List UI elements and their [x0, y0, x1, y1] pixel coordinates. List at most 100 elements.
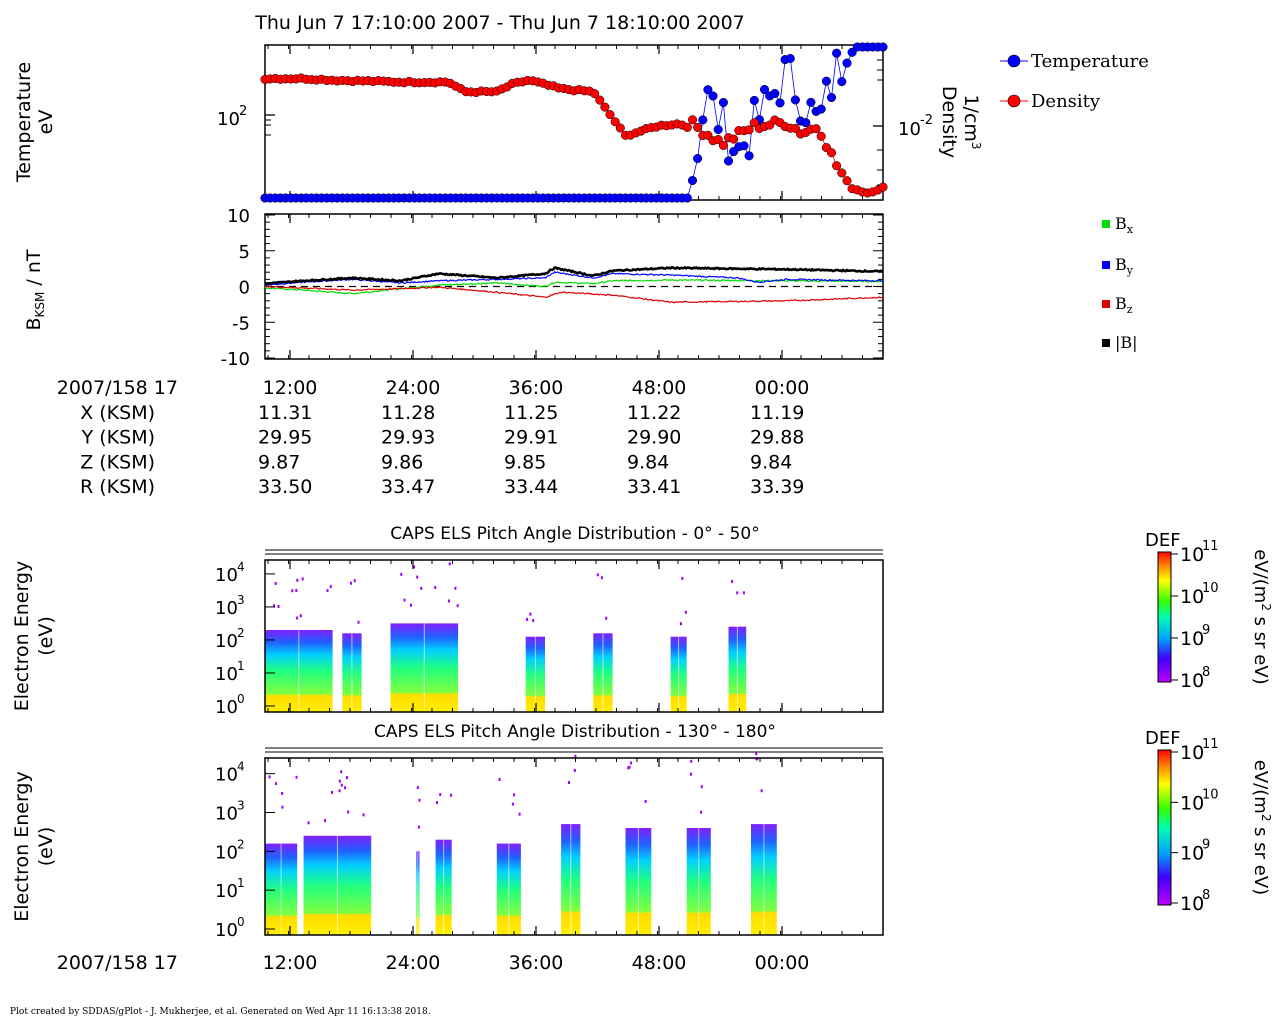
- spectrogram-speckle: [456, 604, 459, 608]
- spectrogram-title: CAPS ELS Pitch Angle Distribution - 130°…: [374, 722, 776, 742]
- density-unit-base: 1/cm: [960, 94, 982, 141]
- spectrogram-speckle: [274, 782, 277, 786]
- spectrogram-speckle: [435, 801, 438, 805]
- data-point-temperature: [703, 85, 713, 95]
- spectrogram-speckle: [447, 599, 450, 603]
- data-point-density: [590, 89, 600, 99]
- magnetic-field-axis-unit: / nT: [23, 249, 45, 292]
- ephemeris-value: 29.91: [504, 427, 558, 449]
- spectrogram-speckle: [418, 798, 421, 802]
- energy-tick-base: 10: [215, 920, 238, 941]
- colorbar-label: DEF: [1145, 728, 1181, 749]
- ephemeris-value: 11.19: [750, 402, 804, 424]
- spectrogram-speckle: [627, 766, 630, 770]
- ephemeris-row-label: Z (KSM): [80, 451, 155, 473]
- spectrogram-speckle: [413, 565, 416, 569]
- colorbar-tick-base: 10: [1180, 843, 1204, 865]
- ephemeris-value: 33.44: [504, 476, 558, 498]
- spectrogram-speckle: [416, 575, 419, 579]
- data-point-density: [816, 131, 826, 141]
- density-axis-label: Density: [938, 86, 960, 158]
- data-point-temperature: [759, 84, 770, 95]
- data-point-temperature: [682, 193, 692, 203]
- data-point-density: [687, 115, 698, 125]
- colorbar-tick-base: 10: [1180, 893, 1204, 915]
- data-point-temperature: [775, 98, 785, 108]
- spectrogram-speckle: [296, 616, 299, 620]
- legend-temperature-label: Temperature: [1031, 51, 1149, 72]
- spectrogram-speckle: [324, 819, 326, 823]
- time-tick-label: 00:00: [755, 952, 810, 974]
- spectrogram-speckle: [296, 578, 299, 582]
- energy-tick-base: 10: [215, 565, 238, 586]
- spectrogram-speckle: [518, 812, 521, 816]
- spectrogram-speckle: [277, 605, 280, 608]
- footer-credit: Plot created by SDDAS/gPlot - J. Mukherj…: [10, 1007, 431, 1017]
- legend-sub: y: [1126, 264, 1134, 277]
- spectrogram-speckle: [513, 793, 515, 797]
- energy-tick-exp: 4: [237, 760, 245, 774]
- data-point-density: [682, 122, 692, 132]
- colorbar-tick-base: 10: [1180, 544, 1204, 566]
- data-point-temperature: [837, 77, 847, 87]
- legend-swatch: [1102, 300, 1110, 308]
- energy-tick-exp: 1: [237, 659, 245, 673]
- energy-tick-base: 10: [215, 697, 238, 718]
- spectrogram-speckle: [268, 775, 271, 779]
- energy-tick-exp: 2: [237, 837, 245, 851]
- energy-tick-base: 10: [215, 881, 238, 902]
- spectrogram-speckle: [439, 793, 442, 797]
- temperature-axis-label: Temperature: [13, 62, 35, 183]
- colorbar-unit: eV/(m2 s sr eV): [1250, 760, 1273, 895]
- data-point-density: [600, 102, 610, 112]
- colorbar-tick-exp: 11: [1202, 737, 1219, 752]
- ephemeris-value: 11.28: [381, 402, 435, 424]
- spectrogram-speckle: [362, 813, 365, 817]
- spectrogram-title: CAPS ELS Pitch Angle Distribution - 0° -…: [390, 524, 759, 544]
- spectrogram-speckle: [755, 757, 758, 761]
- spectrogram-speckle: [760, 789, 763, 793]
- data-point-temperature: [718, 97, 728, 108]
- legend-swatch: [1102, 261, 1110, 269]
- ephemeris-value: 33.50: [258, 476, 312, 498]
- colorbar-tick-exp: 9: [1202, 838, 1210, 853]
- spectrogram-speckle: [346, 776, 349, 780]
- density-unit-label: 1/cm3: [960, 94, 983, 149]
- data-point-density: [605, 110, 615, 120]
- spectrogram-speckle: [403, 598, 406, 602]
- energy-tick-exp: 3: [237, 798, 245, 812]
- spectrogram-speckle: [454, 586, 457, 590]
- spectrogram-speckle: [690, 772, 692, 776]
- spectrogram-speckle: [700, 810, 703, 814]
- pad-130-180-panel: CAPS ELS Pitch Angle Distribution - 130°…: [11, 722, 1273, 941]
- colorbar-label: DEF: [1145, 530, 1181, 551]
- data-point-temperature: [816, 104, 826, 114]
- spectrogram-speckle: [299, 614, 302, 618]
- colorbar: [1157, 749, 1172, 906]
- ephemeris-value: 11.22: [627, 402, 681, 424]
- field-tick-label: 0: [239, 278, 250, 299]
- ephemeris-value: 33.39: [750, 476, 804, 498]
- bottom-time-axis: 2007/158 17 12:00 24:00 36:00 48:00 00:00: [57, 952, 810, 974]
- energy-tick-exp: 1: [237, 876, 245, 890]
- ephemeris-value: 33.47: [381, 476, 435, 498]
- spectrogram-speckle: [281, 805, 284, 809]
- data-point-temperature: [785, 53, 795, 64]
- density-unit-exp: 3: [969, 142, 983, 150]
- spectrogram-speckle: [417, 825, 420, 829]
- moments-legend: Temperature Density: [1000, 51, 1149, 112]
- spectrogram-speckle: [295, 775, 298, 779]
- field-tick-label: 10: [227, 206, 250, 227]
- legend-sub: x: [1127, 223, 1134, 236]
- ephemeris-row-label: R (KSM): [80, 476, 155, 498]
- colorbar-tick-base: 10: [1180, 586, 1204, 608]
- colorbar-tick-base: 10: [1180, 792, 1204, 814]
- spectrogram-speckle: [331, 790, 333, 794]
- spectrogram-speckle: [644, 799, 647, 803]
- colorbar-unit: eV/(m2 s sr eV): [1250, 549, 1273, 684]
- energy-tick-exp: 3: [237, 593, 245, 607]
- spectrogram-speckle: [630, 761, 633, 765]
- spectrogram-speckle: [681, 576, 684, 580]
- spectrogram-speckle: [742, 591, 745, 595]
- spectrogram-speckle: [434, 585, 437, 589]
